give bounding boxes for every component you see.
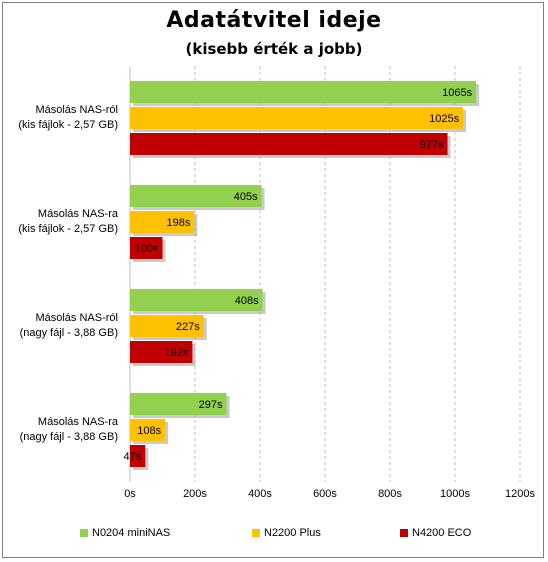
category-label-line: (kis fájlok - 2,57 GB) bbox=[18, 119, 118, 131]
data-label: 108s bbox=[137, 425, 161, 437]
data-label: 1065s bbox=[442, 87, 472, 99]
bar bbox=[130, 133, 448, 155]
data-label: 100s bbox=[135, 243, 159, 255]
legend-label: N0204 miniNAS bbox=[92, 527, 171, 539]
legend-item: N2200 Plus bbox=[252, 527, 321, 539]
data-label: 408s bbox=[235, 295, 259, 307]
category-label-line: (nagy fájl - 3,88 GB) bbox=[19, 327, 118, 339]
x-tick-label: 200s bbox=[183, 488, 207, 500]
bar bbox=[130, 289, 263, 311]
category-label-line: Másolás NAS-ról bbox=[35, 312, 118, 324]
category-label-line: (kis fájlok - 2,57 GB) bbox=[18, 223, 118, 235]
category-label: Másolás NAS-ra (kis fájlok - 2,57 GB) bbox=[0, 207, 118, 237]
legend-label: N2200 Plus bbox=[264, 527, 321, 539]
data-label: 405s bbox=[234, 191, 258, 203]
data-label: 227s bbox=[176, 321, 200, 333]
chart-subtitle: (kisebb érték a jobb) bbox=[185, 40, 363, 58]
legend-item: N4200 ECO bbox=[400, 527, 471, 539]
data-label: 47s bbox=[124, 451, 142, 463]
bar bbox=[130, 107, 464, 129]
x-tick-label: 800s bbox=[378, 488, 402, 500]
data-label: 192s bbox=[165, 347, 189, 359]
data-label: 198s bbox=[166, 217, 190, 229]
bar bbox=[130, 393, 227, 415]
legend-item: N0204 miniNAS bbox=[80, 527, 170, 539]
legend-label: N4200 ECO bbox=[412, 527, 472, 539]
category-label: Másolás NAS-ra (nagy fájl - 3,88 GB) bbox=[0, 415, 118, 445]
category-label-line: Másolás NAS-ra bbox=[37, 416, 118, 428]
bar bbox=[130, 341, 193, 363]
bar bbox=[130, 445, 146, 467]
category-label-line: (nagy fájl - 3,88 GB) bbox=[19, 431, 118, 443]
x-tick-label: 0s bbox=[124, 488, 136, 500]
data-label: 297s bbox=[199, 399, 223, 411]
x-tick-label: 400s bbox=[248, 488, 272, 500]
x-tick-label: 1200s bbox=[505, 488, 535, 500]
data-label: 1025s bbox=[429, 113, 459, 125]
category-label-line: Másolás NAS-ra bbox=[37, 208, 118, 220]
bar bbox=[130, 185, 262, 207]
legend-swatch bbox=[80, 529, 88, 537]
category-label: Másolás NAS-ról (kis fájlok - 2,57 GB) bbox=[0, 103, 118, 133]
legend-swatch bbox=[400, 529, 408, 537]
bar bbox=[130, 315, 204, 337]
x-tick-label: 600s bbox=[313, 488, 337, 500]
bar bbox=[130, 237, 163, 259]
chart-title: Adatátvitel ideje bbox=[166, 8, 382, 33]
data-label: 977s bbox=[420, 139, 444, 151]
category-label: Másolás NAS-ról (nagy fájl - 3,88 GB) bbox=[0, 311, 118, 341]
bar bbox=[130, 81, 477, 103]
legend-swatch bbox=[252, 529, 260, 537]
x-tick-label: 1000s bbox=[440, 488, 470, 500]
bar bbox=[130, 211, 195, 233]
category-label-line: Másolás NAS-ról bbox=[35, 104, 118, 116]
bar bbox=[130, 419, 166, 441]
